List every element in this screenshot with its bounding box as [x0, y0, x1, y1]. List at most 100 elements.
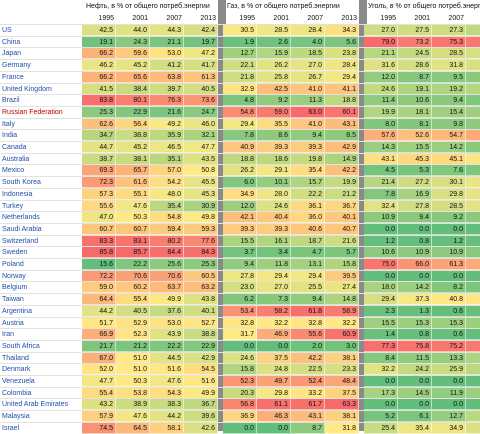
value-cell: 54.8: [223, 107, 257, 118]
value-cell: 9.5: [432, 72, 466, 83]
value-cell: 63.8: [150, 72, 184, 83]
country-label: Belgium: [2, 284, 28, 291]
value-cell: 69.3: [82, 165, 116, 176]
value-cell: 47.7: [184, 142, 218, 153]
value-cell: 0.6: [432, 306, 466, 317]
value-cell: 18.1: [398, 107, 432, 118]
value-cell: 21.7: [82, 341, 116, 352]
value-cell: 19.9: [364, 107, 398, 118]
value-cell: 40.9: [223, 142, 257, 153]
row-gridline: [0, 71, 480, 72]
value-cell: 30.5: [466, 423, 480, 434]
value-cell: 35.9: [150, 130, 184, 141]
value-cell: 11.3: [291, 95, 325, 106]
value-cell: 58.9: [325, 306, 359, 317]
value-cell: 29.4: [325, 72, 359, 83]
row-gridline: [0, 47, 480, 48]
value-cell: 29.8: [432, 189, 466, 200]
value-cell: 18.0: [364, 282, 398, 293]
country-label: Germany: [2, 62, 31, 69]
row-gridline: [0, 188, 480, 189]
row-gridline: [0, 398, 480, 399]
value-cell: 42.2: [325, 165, 359, 176]
value-cell: 11.8: [257, 259, 291, 270]
value-cell: 46.3: [257, 411, 291, 422]
value-cell: 15.8: [223, 364, 257, 375]
value-cell: 0.0: [223, 341, 257, 352]
value-cell: 23.0: [223, 282, 257, 293]
value-cell: 50.8: [184, 165, 218, 176]
row-gridline: [0, 36, 480, 37]
year-header: 1995: [98, 15, 114, 22]
value-cell: 50.3: [116, 376, 150, 387]
year-header: 1995: [380, 15, 396, 22]
value-cell: 0.3: [466, 329, 480, 340]
value-cell: 52.3: [223, 376, 257, 387]
value-cell: 42.6: [184, 423, 218, 434]
value-cell: 54.7: [432, 130, 466, 141]
value-cell: 10.9: [398, 247, 432, 258]
value-cell: 22.3: [466, 411, 480, 422]
value-cell: 46.5: [150, 142, 184, 153]
value-cell: 25.3: [82, 107, 116, 118]
value-cell: 1.3: [398, 306, 432, 317]
value-cell: 0.0: [257, 423, 291, 434]
value-cell: 25.3: [184, 259, 218, 270]
value-cell: 0.0: [364, 376, 398, 387]
row-gridline: [0, 340, 480, 341]
value-cell: 39.6: [184, 411, 218, 422]
value-cell: 23.3: [466, 25, 480, 36]
value-cell: 0.6: [432, 329, 466, 340]
row-gridline: [0, 281, 480, 282]
row-gridline: [0, 164, 480, 165]
year-header: 2007: [307, 15, 323, 22]
value-cell: 22.9: [116, 107, 150, 118]
value-cell: 52.6: [398, 130, 432, 141]
value-cell: 57.3: [82, 189, 116, 200]
value-cell: 34.9: [223, 189, 257, 200]
value-cell: 9.3: [466, 142, 480, 153]
value-cell: 42.5: [82, 25, 116, 36]
value-cell: 47.0: [82, 212, 116, 223]
value-cell: 36.9: [223, 411, 257, 422]
value-cell: 49.7: [257, 376, 291, 387]
row-gridline: [0, 293, 480, 294]
value-cell: 0.0: [432, 376, 466, 387]
value-cell: 27.5: [398, 25, 432, 36]
row-gridline: [0, 211, 480, 212]
value-cell: 43.1: [291, 411, 325, 422]
value-cell: 1.4: [364, 329, 398, 340]
value-cell: 23.8: [325, 48, 359, 59]
row-gridline: [0, 375, 480, 376]
value-cell: 53.4: [223, 306, 257, 317]
group-title: Уголь, в % от общего потреб.энергии: [368, 3, 480, 10]
value-cell: 8.6: [257, 130, 291, 141]
year-header: 2013: [341, 15, 357, 22]
value-cell: 9.4: [223, 259, 257, 270]
value-cell: 25.5: [291, 282, 325, 293]
value-cell: 49.9: [150, 294, 184, 305]
value-cell: 30.1: [432, 177, 466, 188]
row-gridline: [0, 258, 480, 259]
value-cell: 9.4: [291, 130, 325, 141]
value-cell: 9.4: [291, 294, 325, 305]
value-cell: 0.0: [257, 341, 291, 352]
value-cell: 65.6: [116, 72, 150, 83]
value-cell: 21.2: [325, 189, 359, 200]
country-label: Canada: [2, 144, 27, 151]
value-cell: 26.2: [223, 165, 257, 176]
value-cell: 38.8: [184, 329, 218, 340]
row-gridline: [0, 305, 480, 306]
country-label: Colombia: [2, 390, 32, 397]
value-cell: 85.7: [116, 247, 150, 258]
value-cell: 25.4: [364, 423, 398, 434]
value-cell: 15.9: [257, 48, 291, 59]
value-cell: 25.8: [257, 72, 291, 83]
value-cell: 22.9: [184, 341, 218, 352]
value-cell: 39.3: [257, 224, 291, 235]
value-cell: 6.0: [466, 282, 480, 293]
value-cell: 3.0: [325, 341, 359, 352]
value-cell: 55.4: [116, 294, 150, 305]
value-cell: 0.0: [364, 399, 398, 410]
